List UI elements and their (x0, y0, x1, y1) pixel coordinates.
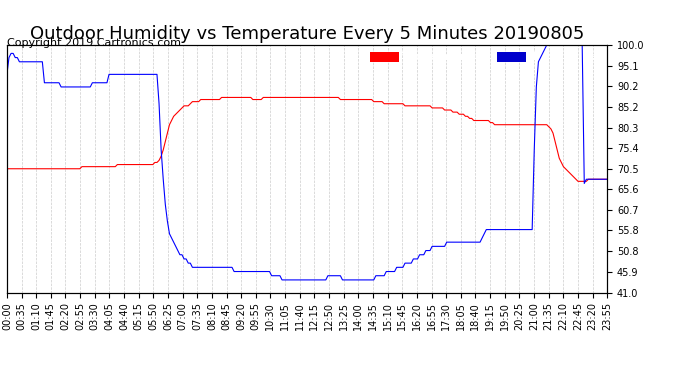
Legend: Temperature (°F), Humidity (%): Temperature (°F), Humidity (%) (368, 50, 602, 64)
Title: Outdoor Humidity vs Temperature Every 5 Minutes 20190805: Outdoor Humidity vs Temperature Every 5 … (30, 26, 584, 44)
Text: Copyright 2019 Cartronics.com: Copyright 2019 Cartronics.com (7, 38, 181, 48)
